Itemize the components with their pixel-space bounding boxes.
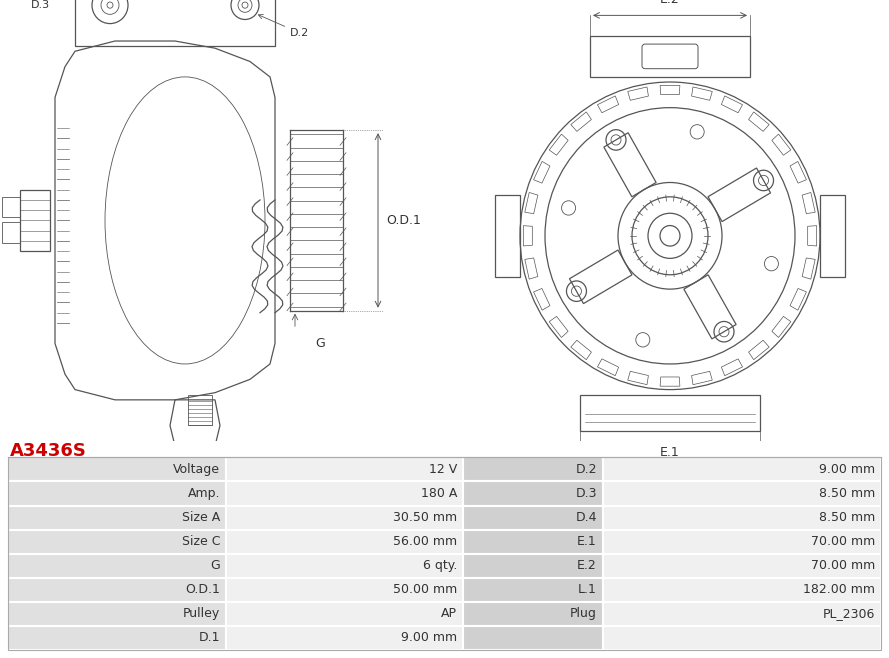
Bar [820,195,845,277]
Text: PL_2306: PL_2306 [822,607,875,620]
Text: A3436S: A3436S [10,442,87,461]
Text: O.D.1: O.D.1 [185,583,220,596]
Bar [8,457,881,650]
Bar [226,505,463,530]
Bar [226,578,463,602]
Bar [226,530,463,553]
Text: Amp.: Amp. [188,487,220,500]
Text: Pulley: Pulley [183,607,220,620]
Text: G: G [315,336,324,349]
Text: 8.50 mm: 8.50 mm [819,511,875,524]
Bar [8,626,226,650]
Text: Size C: Size C [181,535,220,548]
Text: D.3: D.3 [31,0,50,10]
Bar [463,553,603,578]
Text: 30.50 mm: 30.50 mm [393,511,457,524]
Bar [495,195,520,277]
Text: Plug: Plug [570,607,597,620]
Text: E.2: E.2 [661,0,680,6]
Text: D.2: D.2 [259,14,309,38]
Bar [463,505,603,530]
Bar [603,457,881,482]
Text: 56.00 mm: 56.00 mm [393,535,457,548]
Text: 180 A: 180 A [420,487,457,500]
Text: 9.00 mm: 9.00 mm [401,632,457,644]
Bar [8,482,226,505]
Text: AP: AP [441,607,457,620]
Text: 50.00 mm: 50.00 mm [393,583,457,596]
Bar [603,626,881,650]
Bar [2,197,20,217]
Bar [463,482,603,505]
Text: 12 V: 12 V [428,463,457,476]
Bar [463,602,603,626]
Bar [226,553,463,578]
Bar [603,602,881,626]
Text: Size A: Size A [181,511,220,524]
Text: E.1: E.1 [661,446,680,459]
Bar [226,626,463,650]
Text: 70.00 mm: 70.00 mm [811,559,875,572]
Bar [8,553,226,578]
Text: 6 qty.: 6 qty. [422,559,457,572]
Bar [226,482,463,505]
Text: D.1: D.1 [0,657,1,658]
Bar [603,553,881,578]
Bar [8,578,226,602]
Bar [463,530,603,553]
Text: 70.00 mm: 70.00 mm [811,535,875,548]
Text: O.D.1: O.D.1 [386,214,420,227]
Text: G: G [211,559,220,572]
Text: 8.50 mm: 8.50 mm [819,487,875,500]
Bar [463,578,603,602]
Text: 9.00 mm: 9.00 mm [819,463,875,476]
Bar [580,395,760,430]
Text: E.2: E.2 [577,559,597,572]
Text: D.1: D.1 [198,632,220,644]
Bar [20,190,50,251]
Text: D.2: D.2 [575,463,597,476]
Bar [8,530,226,553]
Bar [463,626,603,650]
Text: Voltage: Voltage [173,463,220,476]
Bar [603,530,881,553]
Bar [603,482,881,505]
Text: 182.00 mm: 182.00 mm [803,583,875,596]
Bar [2,222,20,243]
Bar [590,36,750,77]
Bar [603,578,881,602]
Text: L.1: L.1 [578,583,597,596]
Bar [188,395,212,426]
Text: D.4: D.4 [575,511,597,524]
Bar [8,505,226,530]
Bar [8,602,226,626]
Bar [226,602,463,626]
Text: E.1: E.1 [577,535,597,548]
Bar [603,505,881,530]
Bar [226,457,463,482]
Bar [463,457,603,482]
Text: D.3: D.3 [575,487,597,500]
Bar [8,457,226,482]
